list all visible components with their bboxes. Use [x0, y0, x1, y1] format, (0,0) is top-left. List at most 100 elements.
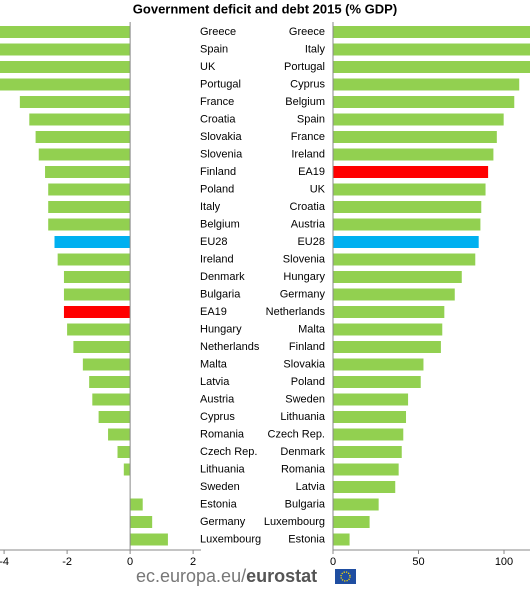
category-label: Bulgaria — [285, 498, 326, 510]
bar — [333, 446, 402, 458]
category-label: Denmark — [200, 271, 245, 283]
category-label: France — [200, 96, 234, 108]
bar — [48, 218, 131, 231]
category-label: Hungary — [200, 323, 242, 335]
bar — [35, 131, 131, 143]
bar — [333, 428, 404, 441]
bar — [333, 61, 530, 73]
category-label: Spain — [297, 113, 325, 125]
bar — [333, 376, 421, 388]
category-label: Bulgaria — [200, 288, 241, 300]
x-tick-label: 50 — [412, 556, 424, 568]
category-label: Luxembourg — [200, 533, 261, 545]
category-label: Italy — [305, 43, 326, 55]
bar — [333, 43, 530, 56]
bar — [333, 481, 396, 493]
bar — [333, 323, 443, 336]
category-label: EA19 — [200, 306, 227, 318]
bar — [333, 288, 455, 301]
category-label: France — [291, 131, 325, 143]
category-label: Lithuania — [200, 463, 246, 475]
category-label: Cyprus — [200, 411, 235, 423]
category-label: EA19 — [298, 166, 325, 178]
bar — [0, 43, 131, 56]
bar — [92, 393, 131, 406]
debt-panel — [333, 26, 530, 546]
category-label: Finland — [200, 166, 236, 178]
bar — [130, 516, 153, 528]
bar — [333, 78, 520, 91]
eu-flag — [335, 569, 356, 584]
category-label: Germany — [200, 516, 246, 528]
bar — [73, 341, 131, 353]
footer-site: ec.europa.eu/ — [136, 566, 246, 586]
bar — [38, 148, 131, 161]
category-label: Germany — [280, 288, 326, 300]
category-label: Hungary — [283, 271, 325, 283]
bar — [333, 113, 504, 126]
category-label: Czech Rep. — [200, 446, 257, 458]
bar — [333, 96, 515, 108]
bar — [29, 113, 131, 126]
category-label: Romania — [281, 463, 326, 475]
category-label: Belgium — [200, 218, 240, 230]
bar — [333, 393, 409, 406]
deficit-panel — [0, 26, 168, 546]
category-label: Sweden — [285, 393, 325, 405]
bar — [130, 533, 168, 546]
category-label: UK — [310, 183, 326, 195]
category-label: Romania — [200, 428, 245, 440]
bar — [89, 376, 131, 388]
category-label: Lithuania — [280, 411, 326, 423]
category-label: Estonia — [200, 498, 238, 510]
bar — [333, 516, 370, 528]
bar — [48, 183, 131, 196]
category-label: Slovenia — [200, 148, 243, 160]
category-label: Netherlands — [266, 306, 326, 318]
x-tick-label: 0 — [127, 556, 133, 568]
bar — [19, 96, 131, 108]
category-label: Sweden — [200, 481, 240, 493]
bar — [98, 411, 131, 423]
category-label: EU28 — [200, 236, 228, 248]
bar — [45, 166, 131, 178]
category-label: Poland — [200, 183, 234, 195]
category-label: Portugal — [284, 61, 325, 73]
bar — [63, 288, 131, 301]
x-tick-label: 2 — [190, 556, 196, 568]
footer-brand: eurostat — [246, 566, 317, 586]
bar — [333, 131, 497, 143]
category-label: Belgium — [285, 96, 325, 108]
category-label: Slovakia — [200, 131, 242, 143]
category-label: Czech Rep. — [268, 428, 325, 440]
category-label: Malta — [200, 358, 228, 370]
x-tick-label: 100 — [495, 556, 513, 568]
bar — [333, 236, 479, 248]
x-tick-label: 0 — [330, 556, 336, 568]
bar — [333, 358, 424, 371]
bar — [63, 271, 131, 283]
category-label: Poland — [291, 376, 325, 388]
bar — [333, 253, 476, 266]
bar — [333, 218, 481, 231]
bar — [108, 428, 131, 441]
category-label: Austria — [200, 393, 235, 405]
category-label: Estonia — [288, 533, 326, 545]
bar — [67, 323, 131, 336]
bar — [333, 201, 482, 213]
category-label: Slovakia — [283, 358, 325, 370]
bar — [48, 201, 131, 213]
category-label: Netherlands — [200, 341, 260, 353]
bar — [333, 411, 407, 423]
category-label: Croatia — [290, 201, 326, 213]
bar — [333, 463, 399, 476]
footer: ec.europa.eu/eurostat — [136, 566, 317, 586]
bar — [82, 358, 131, 371]
category-label: Luxembourg — [264, 516, 325, 528]
bar — [333, 533, 350, 546]
category-label: Croatia — [200, 113, 236, 125]
bar — [63, 306, 131, 318]
bar — [333, 166, 489, 178]
